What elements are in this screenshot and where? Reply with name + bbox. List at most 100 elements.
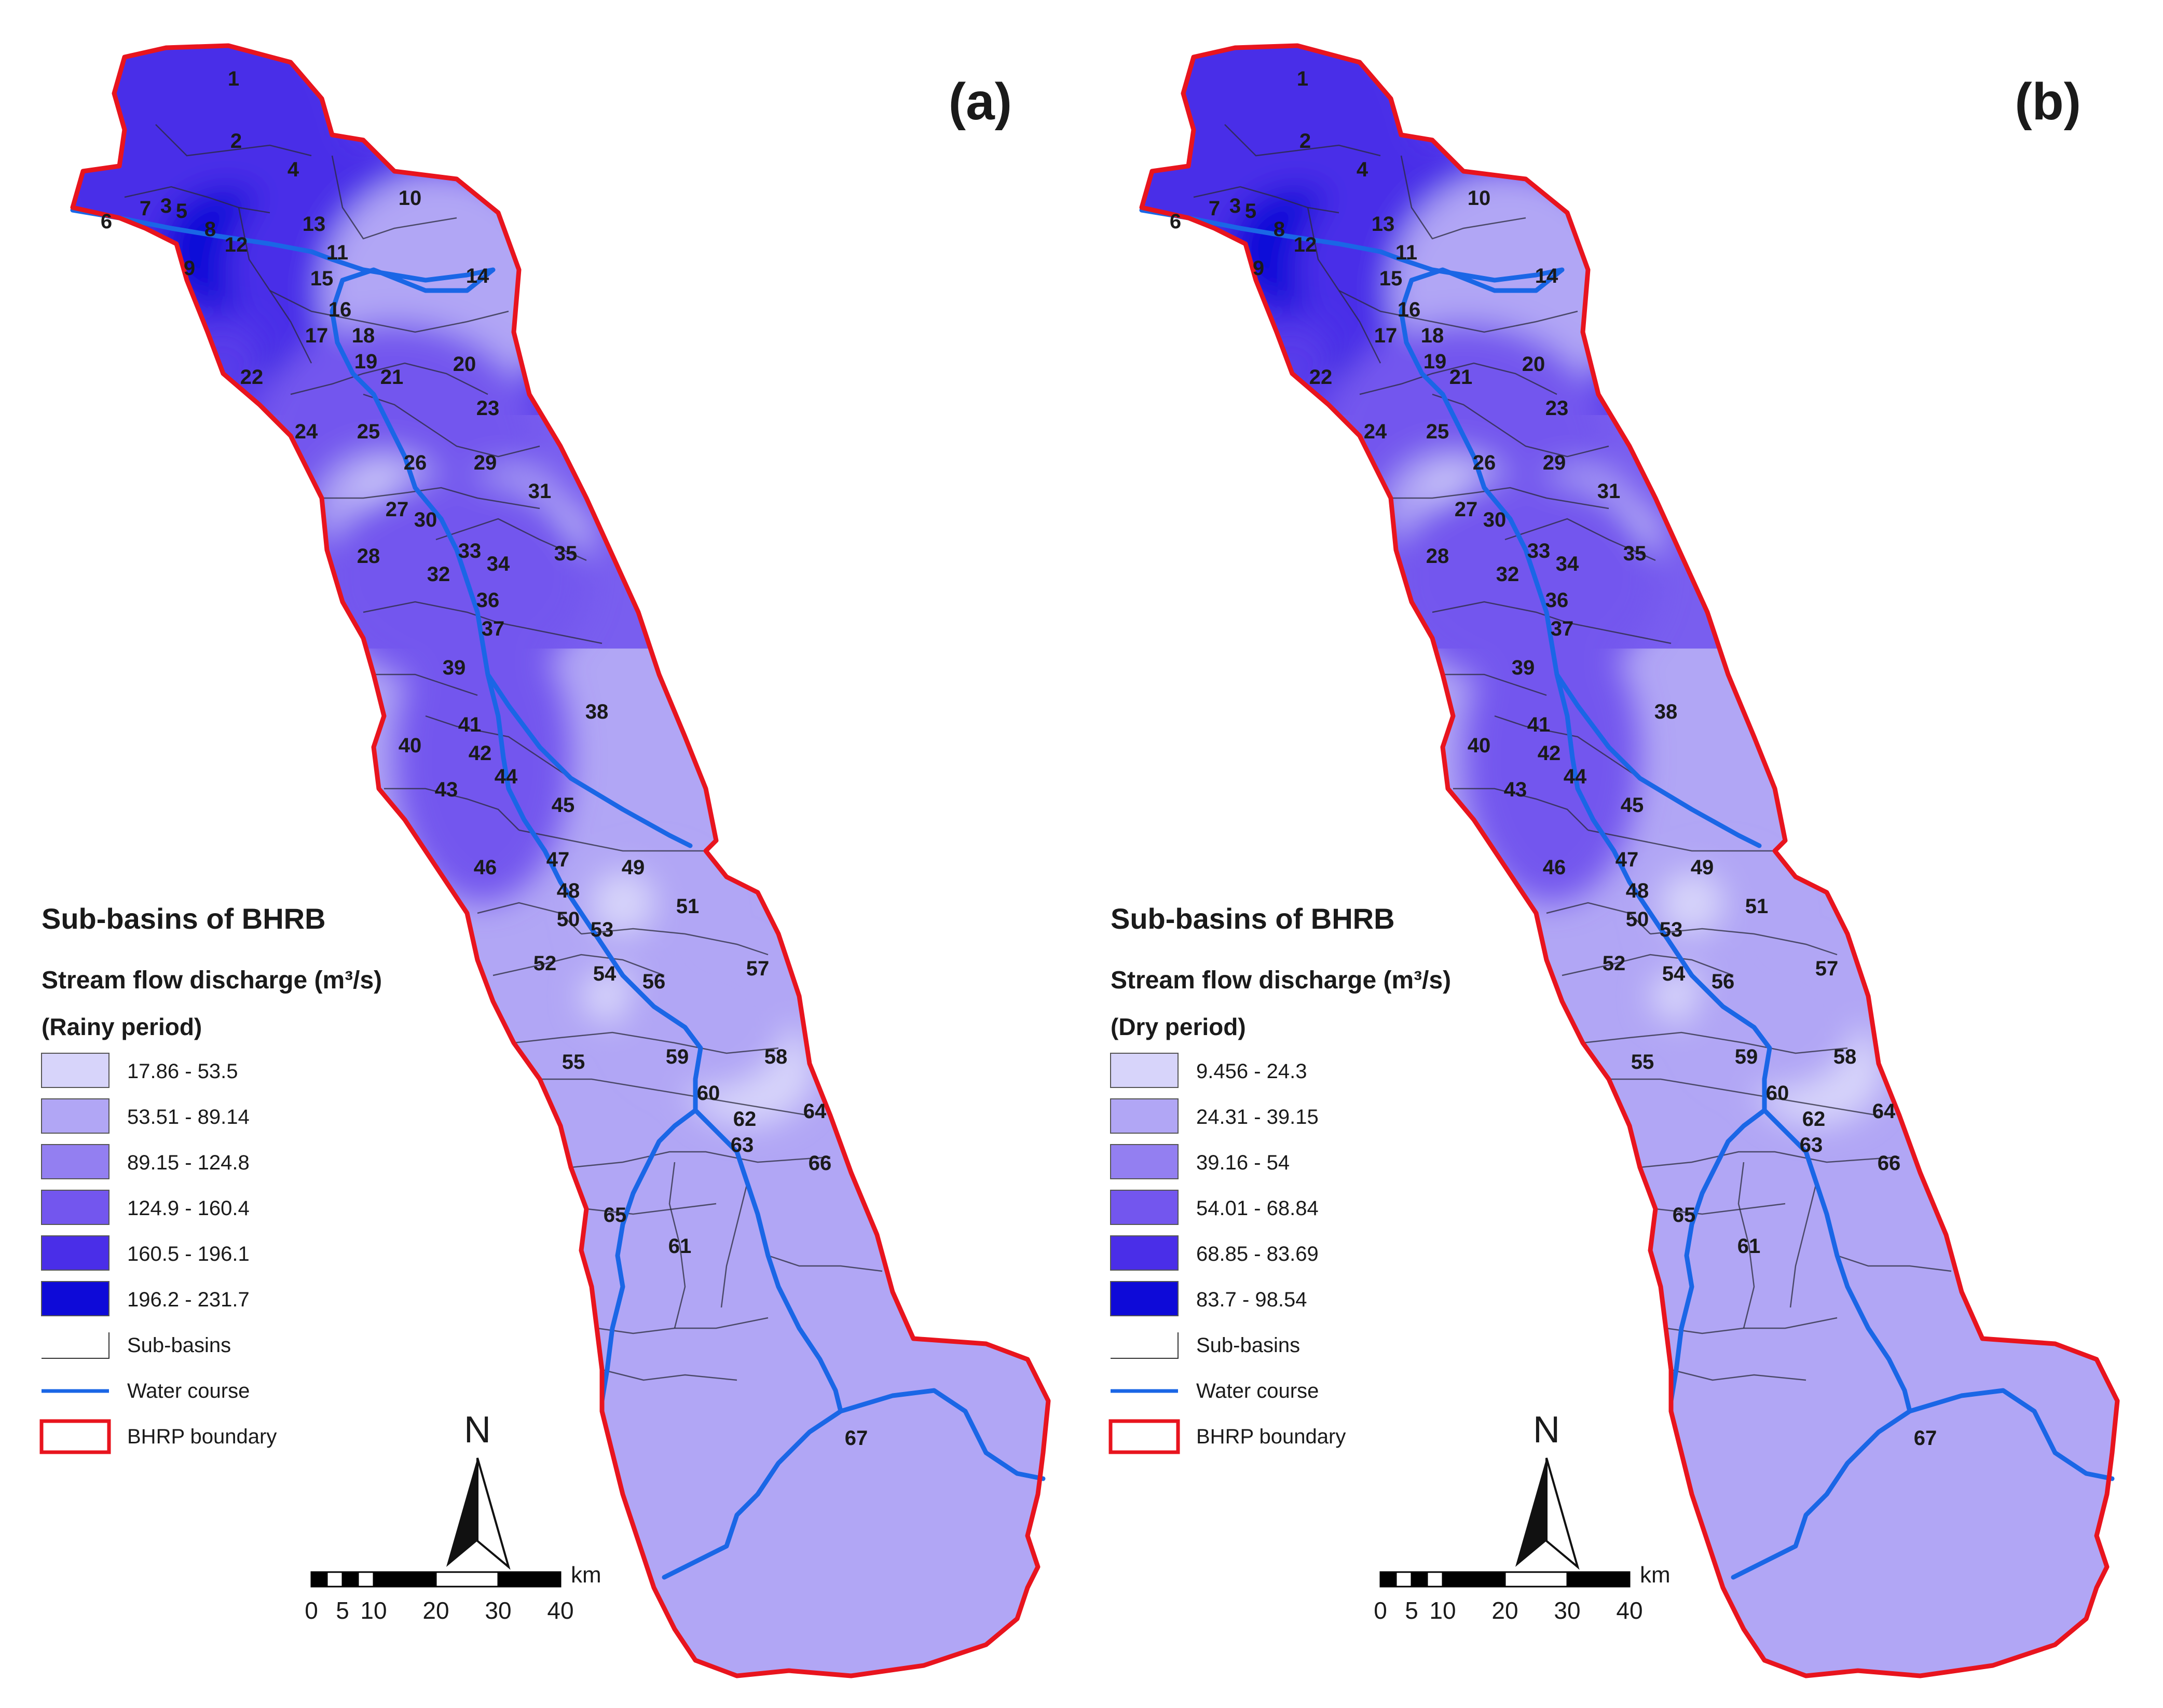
subbasins-symbol bbox=[1111, 1332, 1179, 1359]
subbasin-number: 58 bbox=[764, 1045, 788, 1068]
subbasin-number: 8 bbox=[1274, 218, 1285, 241]
legend-subtitle: Stream flow discharge (m³/s) bbox=[42, 967, 382, 994]
subbasin-number: 35 bbox=[1623, 542, 1647, 565]
subbasin-number: 2 bbox=[230, 130, 242, 153]
legend-class-label: 89.15 - 124.8 bbox=[127, 1151, 250, 1174]
subbasin-line bbox=[1639, 1151, 1900, 1168]
subbasin-line bbox=[435, 518, 587, 561]
legend-period: (Dry period) bbox=[1111, 1013, 1246, 1040]
subbasin-number: 54 bbox=[593, 962, 617, 985]
subbasin-number: 45 bbox=[1621, 794, 1644, 817]
scale-bar bbox=[1379, 1571, 1631, 1588]
subbasin-number: 32 bbox=[1496, 563, 1519, 586]
legend-watercourse-label: Water course bbox=[1196, 1380, 1319, 1402]
subbasin-number: 29 bbox=[474, 451, 497, 474]
subbasin-number: 22 bbox=[240, 366, 264, 389]
subbasin-number: 10 bbox=[399, 187, 422, 210]
map-panel-b: 1 2 3 4 5 6 7 8 9 10 11 12 13 14 15 16 17 18 19 20 21 22 23 24 2… bbox=[1069, 0, 2151, 1708]
subbasin-number: 22 bbox=[1309, 366, 1333, 389]
subbasin-number: 51 bbox=[676, 895, 700, 918]
discharge-zone bbox=[322, 477, 592, 685]
subbasin-number: 27 bbox=[386, 498, 409, 521]
subbasin-number: 50 bbox=[1626, 908, 1649, 931]
legend-subtitle: Stream flow discharge (m³/s) bbox=[1111, 967, 1451, 994]
subbasin-number: 27 bbox=[1455, 498, 1478, 521]
subbasin-number: 34 bbox=[1556, 553, 1579, 575]
subbasin-number: 63 bbox=[731, 1134, 754, 1156]
subbasin-number: 16 bbox=[328, 298, 352, 321]
subbasin-number: 15 bbox=[310, 267, 334, 290]
subbasin-line bbox=[518, 829, 706, 852]
map-panel-a: 1 2 3 4 5 6 7 8 9 10 11 12 13 14 15 16 17 18 19 20 21 22 23 24 2… bbox=[39, 43, 1051, 1678]
subbasin-line bbox=[1587, 829, 1775, 852]
subbasin-line bbox=[1432, 393, 1609, 458]
subbasin-number: 16 bbox=[1398, 298, 1421, 321]
subbasin-number: 24 bbox=[295, 420, 318, 443]
subbasin-line bbox=[1546, 902, 1651, 934]
subbasin-number: 44 bbox=[495, 765, 518, 788]
subbasin-line bbox=[540, 1078, 810, 1117]
subbasin-number: 49 bbox=[1691, 856, 1714, 879]
discharge-zone bbox=[394, 612, 571, 903]
subbasin-number: 3 bbox=[160, 195, 172, 217]
subbasin-number: 42 bbox=[469, 742, 492, 765]
subbasin-number: 52 bbox=[533, 952, 557, 975]
legend-swatch bbox=[41, 1281, 109, 1316]
subbasin-number: 7 bbox=[1209, 197, 1220, 220]
legend-subbasins-label: Sub-basins bbox=[1196, 1334, 1300, 1357]
legend-swatch bbox=[1110, 1281, 1179, 1316]
water-course bbox=[1139, 208, 2115, 1580]
scale-tick-label: 5 bbox=[336, 1597, 349, 1624]
discharge-zone bbox=[1391, 477, 1661, 685]
legend-class-label: 54.01 - 68.84 bbox=[1196, 1197, 1319, 1220]
subbasin-number: 18 bbox=[352, 324, 375, 347]
subbasin-number: 59 bbox=[1735, 1045, 1758, 1068]
north-label: N bbox=[1533, 1409, 1560, 1451]
legend-swatch bbox=[41, 1144, 109, 1179]
subbasin-line bbox=[668, 1162, 686, 1329]
legend-class-label: 53.51 - 89.14 bbox=[127, 1106, 250, 1128]
legend-class-label: 24.31 - 39.15 bbox=[1196, 1106, 1319, 1128]
legend-swatch bbox=[1110, 1098, 1179, 1134]
subbasin-number: 23 bbox=[476, 397, 500, 420]
subbasin-number: 46 bbox=[1543, 856, 1566, 879]
legend-class-label: 9.456 - 24.3 bbox=[1196, 1060, 1307, 1083]
subbasin-line bbox=[1443, 673, 1547, 696]
subbasin-number: 12 bbox=[225, 233, 248, 256]
subbasin-number: 47 bbox=[546, 848, 570, 871]
subbasin-number: 31 bbox=[1597, 480, 1621, 503]
panel-label: (a) bbox=[949, 73, 1012, 131]
scale-unit-label: km bbox=[571, 1562, 601, 1588]
subbasin-line bbox=[768, 1255, 883, 1272]
subbasin-number: 5 bbox=[1245, 200, 1256, 223]
subbasin-number: 37 bbox=[482, 617, 505, 640]
subbasin-number: 65 bbox=[1673, 1204, 1696, 1227]
legend-class-label: 160.5 - 196.1 bbox=[127, 1243, 250, 1265]
subbasin-line bbox=[322, 487, 540, 509]
subbasin-number: 1 bbox=[1297, 67, 1308, 90]
subbasin-line bbox=[1737, 1162, 1755, 1329]
subbasin-number: 17 bbox=[1374, 324, 1398, 347]
subbasin-number: 26 bbox=[404, 451, 427, 474]
subbasin-line bbox=[1193, 186, 1339, 214]
subbasin-number: 15 bbox=[1379, 267, 1403, 290]
subbasin-line bbox=[513, 1031, 779, 1054]
scale-tick-label: 10 bbox=[360, 1597, 387, 1624]
subbasin-number: 35 bbox=[554, 542, 578, 565]
subbasin-number: 58 bbox=[1833, 1045, 1857, 1068]
legend-class-label: 196.2 - 231.7 bbox=[127, 1288, 250, 1311]
subbasin-number: 41 bbox=[458, 713, 482, 736]
subbasin-number: 25 bbox=[357, 420, 380, 443]
subbasin-number: 51 bbox=[1745, 895, 1769, 918]
subbasin-line bbox=[331, 155, 457, 240]
subbasin-number: 11 bbox=[326, 241, 348, 264]
subbasin-number: 42 bbox=[1538, 742, 1561, 765]
subbasin-number: 49 bbox=[622, 856, 645, 879]
north-arrow-icon bbox=[1515, 1457, 1580, 1570]
subbasin-number: 39 bbox=[1512, 656, 1535, 679]
discharge-zone bbox=[1661, 872, 1723, 934]
legend-period: (Rainy period) bbox=[42, 1013, 202, 1040]
subbasin-number: 18 bbox=[1421, 324, 1444, 347]
